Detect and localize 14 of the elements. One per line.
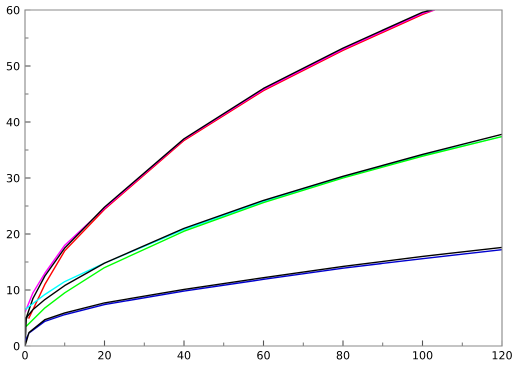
x-tick-label: 60	[257, 351, 270, 360]
y-tick-label: 10	[7, 286, 20, 294]
y-tick-label: 0	[14, 342, 20, 350]
y-tick-label: 30	[6, 174, 20, 182]
x-tick-label: 100	[413, 351, 432, 360]
x-tick-label: 120	[492, 351, 512, 360]
x-tick-label: 20	[98, 351, 111, 360]
y-tick-label: 60	[6, 6, 20, 14]
y-tick-label: 40	[6, 118, 20, 126]
y-tick-label: 50	[6, 62, 20, 70]
y-tick-label: 20	[6, 230, 20, 238]
x-tick-label: 80	[336, 351, 350, 360]
x-tick-label: 0	[22, 351, 28, 360]
x-tick-label: 40	[177, 351, 190, 360]
